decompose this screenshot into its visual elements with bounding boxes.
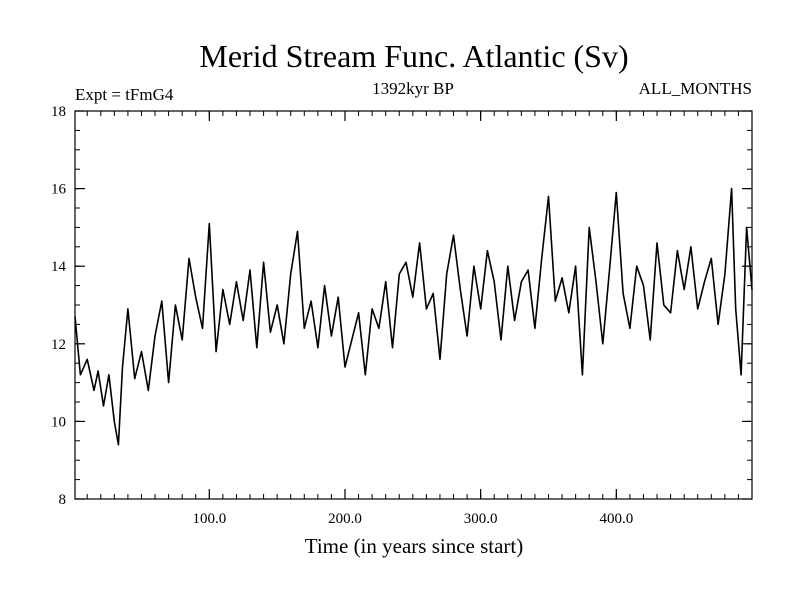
x-axis-label: Time (in years since start): [305, 534, 524, 558]
y-tick-label: 12: [51, 337, 66, 353]
x-tick-label: 300.0: [464, 511, 498, 527]
chart-title: Merid Stream Func. Atlantic (Sv): [199, 38, 628, 74]
x-tick-label: 200.0: [328, 511, 362, 527]
y-tick-label: 10: [51, 414, 66, 430]
series-line-tFmG4: [74, 187, 753, 446]
minor-ticks: [75, 111, 752, 499]
x-tick-label: 400.0: [599, 511, 633, 527]
experiment-label: Expt = tFmG4: [75, 85, 174, 104]
months-label: ALL_MONTHS: [639, 79, 752, 98]
y-tick-label: 16: [51, 182, 67, 198]
y-tick-label: 18: [51, 104, 66, 120]
epoch-label: 1392kyr BP: [372, 79, 454, 98]
y-tick-label: 8: [59, 492, 67, 508]
y-tick-label: 14: [51, 259, 67, 275]
x-tick-label: 100.0: [192, 511, 226, 527]
x-axis: 100.0 200.0 300.0 400.0: [192, 111, 633, 527]
y-axis: 8 10 12 14 16 18: [51, 104, 752, 508]
plot-frame: [74, 110, 753, 500]
